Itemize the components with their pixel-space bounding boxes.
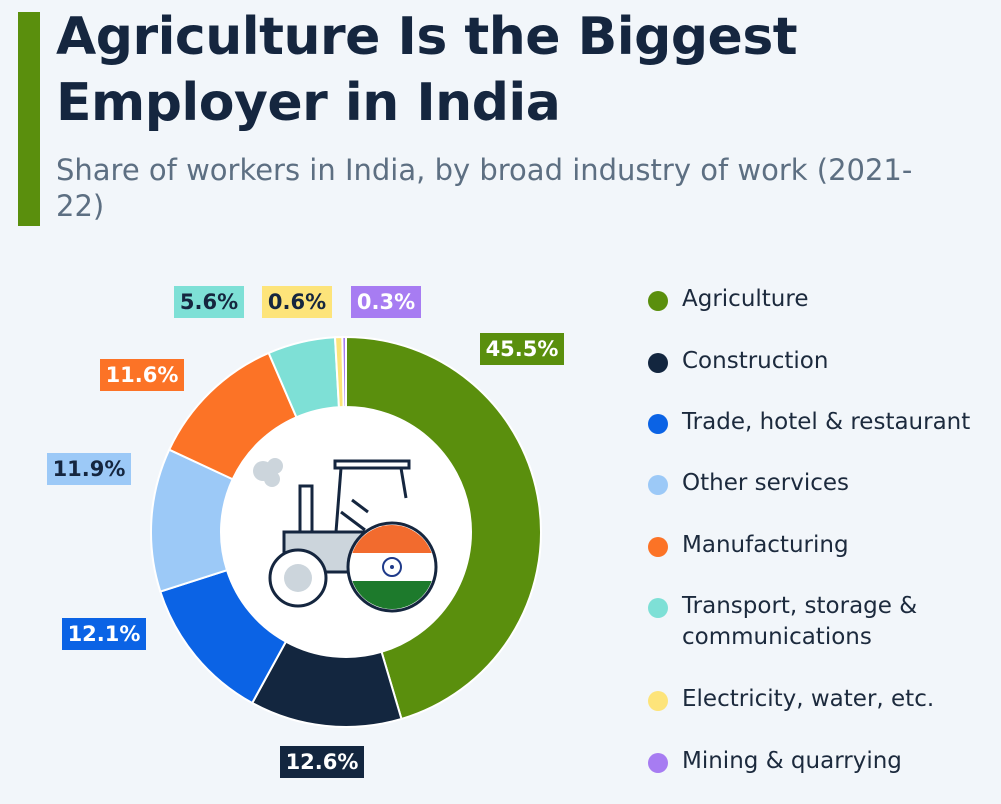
data-label-box: [47, 453, 131, 485]
slice-mining-quarrying: [341, 335, 347, 409]
legend-label: Agriculture: [682, 286, 809, 312]
legend-swatch: [648, 291, 668, 311]
data-label-text: 0.6%: [268, 290, 326, 314]
legend-label: Transport, storage & communications: [682, 593, 918, 650]
legend-label: Trade, hotel & restaurant: [682, 409, 971, 435]
legend-item: Electricity, water, etc.: [648, 684, 1001, 715]
data-label-box: [280, 746, 364, 778]
data-label-text: 11.6%: [106, 363, 179, 387]
legend-item: Transport, storage & communications: [648, 591, 1001, 653]
data-label-text: 0.3%: [357, 290, 415, 314]
data-label: 12.6%: [280, 746, 364, 778]
data-label: 0.3%: [351, 286, 421, 318]
data-label-text: 12.1%: [68, 622, 141, 646]
data-label: 5.6%: [174, 286, 244, 318]
chart-title: Agriculture Is the Biggest Employer in I…: [56, 7, 798, 133]
data-label-text: 12.6%: [286, 750, 359, 774]
legend-item: Construction: [648, 346, 1001, 377]
data-label: 45.5%: [480, 333, 564, 365]
legend-item: Trade, hotel & restaurant: [648, 407, 1001, 438]
legend-label: Mining & quarrying: [682, 748, 902, 774]
legend-label: Construction: [682, 348, 829, 374]
data-label: 12.1%: [62, 618, 146, 650]
legend-swatch: [648, 353, 668, 373]
data-label-box: [262, 286, 332, 318]
legend-item: Manufacturing: [648, 530, 1001, 561]
legend-label: Manufacturing: [682, 532, 849, 558]
data-label-text: 5.6%: [180, 290, 238, 314]
data-label: 0.6%: [262, 286, 332, 318]
legend-swatch: [648, 598, 668, 618]
legend-swatch: [648, 475, 668, 495]
legend-swatch: [648, 691, 668, 711]
data-label-box: [62, 618, 146, 650]
legend-swatch: [648, 537, 668, 557]
data-label-text: 11.9%: [53, 457, 126, 481]
accent-bar: [18, 12, 40, 226]
legend-label: Electricity, water, etc.: [682, 686, 935, 712]
data-label: 11.6%: [100, 359, 184, 391]
legend-item: Mining & quarrying: [648, 746, 1001, 777]
data-label-box: [174, 286, 244, 318]
legend-swatch: [648, 414, 668, 434]
legend-swatch: [648, 753, 668, 773]
data-label: 11.9%: [47, 453, 131, 485]
data-label-box: [480, 333, 564, 365]
data-labels: 45.5% 12.6% 12.1% 11.9% 11.6% 5.6% 0.6% 0.3%: [47, 286, 564, 778]
india-flag-icon: [350, 525, 434, 609]
chart-subtitle: Share of workers in India, by broad indu…: [56, 153, 913, 223]
legend-label: Other services: [682, 470, 849, 496]
legend-item: Other services: [648, 468, 1001, 499]
data-label-box: [351, 286, 421, 318]
data-label-text: 45.5%: [486, 337, 559, 361]
legend-item: Agriculture: [648, 284, 1001, 315]
data-label-box: [100, 359, 184, 391]
